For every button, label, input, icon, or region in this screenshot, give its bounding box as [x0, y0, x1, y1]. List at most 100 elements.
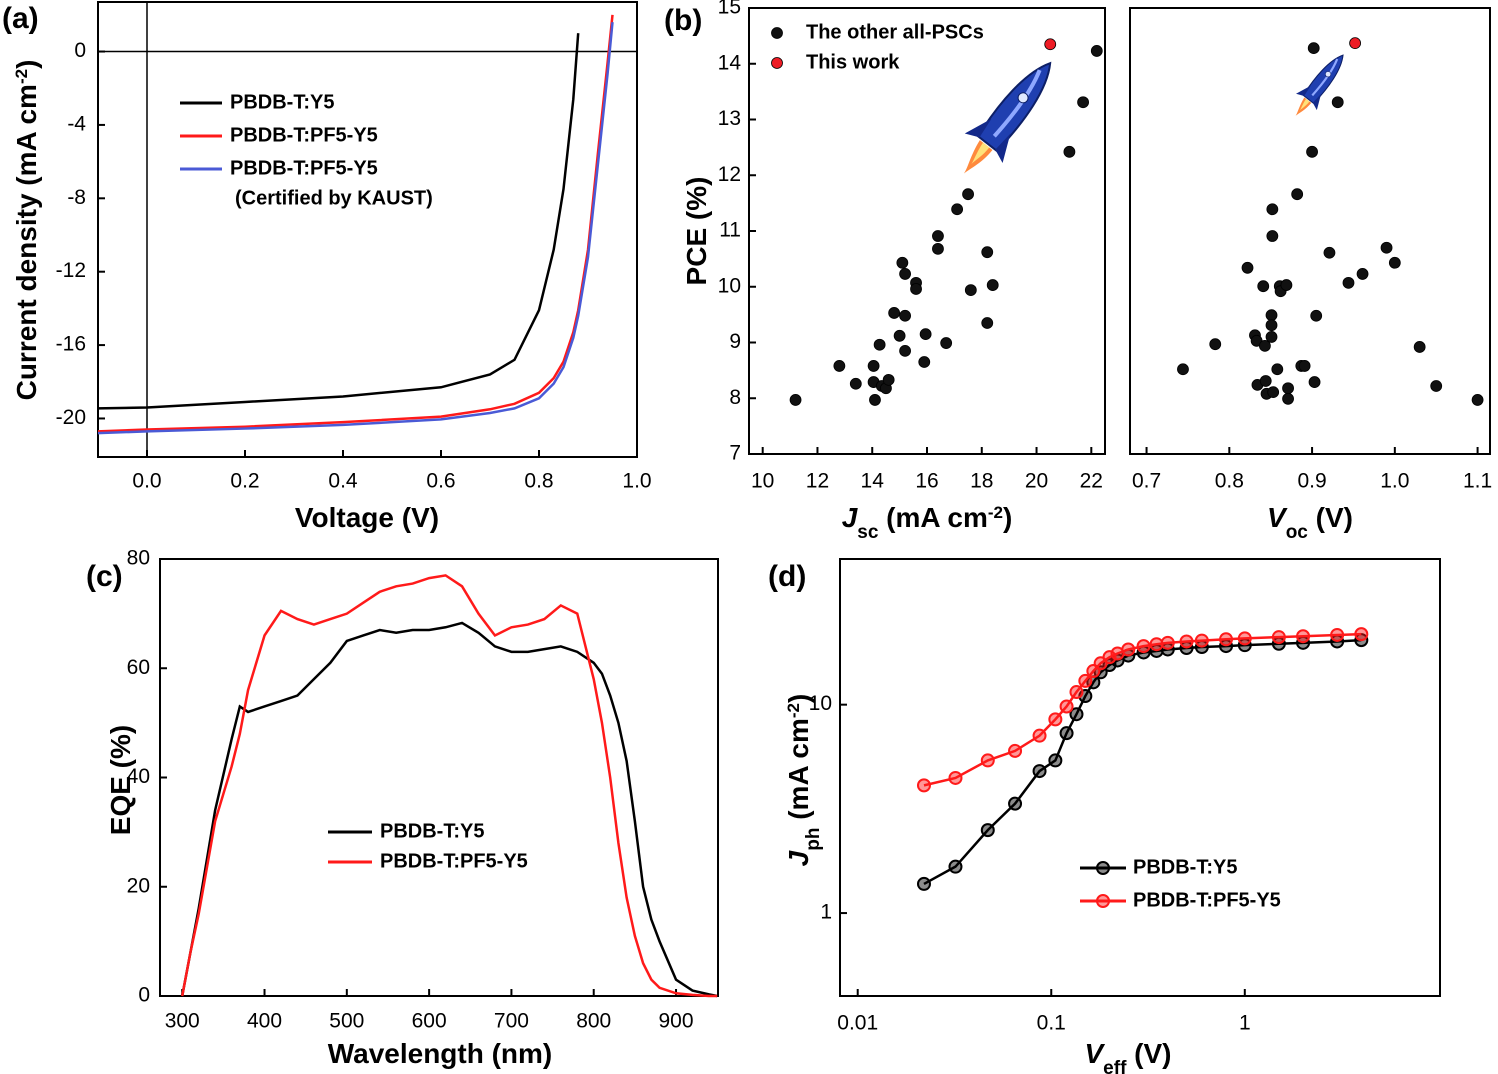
x-tick-label: 20 [1025, 470, 1048, 493]
panel-label: (a) [2, 2, 39, 35]
data-point [1388, 256, 1401, 269]
x-tick-label: 0.7 [1132, 470, 1161, 493]
data-point [1259, 375, 1272, 387]
data-point [1059, 726, 1074, 741]
data-line [180, 621, 718, 998]
y-tick-label: 15 [718, 0, 741, 19]
data-point [980, 823, 995, 838]
data-point [882, 373, 895, 386]
data-point [1032, 728, 1047, 743]
data-point [1354, 627, 1369, 642]
legend-label: PBDB-T:Y5 [380, 820, 484, 842]
x-tick-label: 0.1 [1037, 1012, 1066, 1035]
x-tick-label: 12 [806, 470, 829, 493]
y-tick-label: 7 [729, 442, 741, 465]
data-point [1209, 338, 1222, 351]
axis-label: Voltage (V) [295, 502, 439, 533]
axis-label: PCE (%) [681, 177, 712, 286]
plot-frame [839, 558, 1441, 997]
panel-label: (b) [664, 4, 702, 37]
data-point [932, 230, 944, 242]
axis-label-part: ) [783, 694, 814, 703]
data-point [1069, 685, 1084, 700]
axis-label: Wavelength (nm) [328, 1038, 553, 1069]
axis-label: EQE (%) [105, 725, 136, 835]
y-tick-label: 0 [74, 39, 86, 62]
y-tick-label: -12 [56, 259, 86, 282]
data-point [1090, 45, 1103, 57]
x-tick-label: 1.0 [1380, 470, 1409, 493]
data-point [1331, 96, 1344, 109]
data-point [1077, 96, 1089, 109]
data-point [964, 284, 977, 296]
data-point [1078, 673, 1093, 688]
data-point [1380, 241, 1393, 254]
legend-label: PBDB-T:PF5-Y5 [380, 850, 528, 872]
x-tick-label: 300 [165, 1010, 200, 1033]
y-tick-label: -4 [67, 112, 86, 135]
axis-label-part: (V) [1308, 502, 1353, 533]
data-point [1307, 42, 1320, 55]
y-tick-label: 9 [729, 330, 741, 353]
y-tick-label: 0 [138, 984, 150, 1007]
data-point [962, 188, 974, 201]
data-point [1177, 363, 1189, 376]
data-point [1265, 319, 1278, 332]
y-tick-label: 40 [127, 765, 150, 788]
x-tick-label: 22 [1080, 470, 1103, 493]
data-point [981, 246, 994, 259]
axis-label-part: -2 [784, 703, 803, 718]
rocket-icon [1295, 54, 1344, 116]
data-point [1219, 632, 1234, 647]
x-tick-label: 0.0 [132, 470, 161, 493]
axis-label-part: PCE (%) [681, 177, 712, 286]
data-point [1271, 363, 1284, 376]
axis-label-part: -2 [12, 69, 31, 84]
axis-label: Jsc (mA cm-2) [842, 502, 1013, 543]
axis-label-part: (V) [1126, 1038, 1171, 1069]
axis-label-part: Current density (mA cm [11, 84, 42, 400]
data-point [1280, 279, 1293, 291]
data-point [899, 309, 911, 322]
data-point [1121, 642, 1136, 657]
data-point [1291, 188, 1304, 201]
x-tick-label: 400 [247, 1010, 282, 1033]
data-point [932, 242, 944, 255]
data-point [1063, 145, 1076, 158]
x-tick-label: 10 [751, 470, 774, 493]
axis-label-part: Wavelength (nm) [328, 1038, 553, 1069]
axis-label-part: sc [857, 522, 879, 543]
data-point [916, 778, 931, 793]
y-tick-label: 1 [820, 901, 832, 924]
x-tick-label: 0.6 [426, 470, 455, 493]
data-point [948, 859, 963, 874]
legend-label: PBDB-T:PF5-Y5 [230, 157, 378, 179]
axis-label-part: V [1267, 502, 1288, 533]
data-point [1282, 392, 1294, 405]
data-point [1267, 386, 1280, 399]
data-point [1265, 309, 1278, 322]
axis-label-part: eff [1103, 1058, 1127, 1074]
plot-frame [97, 1, 638, 458]
axis-label: Jph (mA cm-2) [783, 694, 824, 867]
x-tick-label: 0.8 [1215, 470, 1244, 493]
panel-label: (c) [86, 560, 123, 593]
axis-label-part: Voltage (V) [295, 502, 439, 533]
legend-label: This work [806, 51, 900, 73]
x-tick-label: 1.0 [622, 470, 651, 493]
legend-swatch [1096, 894, 1110, 908]
x-tick-label: 900 [659, 1010, 694, 1033]
y-tick-label: 20 [127, 874, 150, 897]
x-tick-label: 0.8 [524, 470, 553, 493]
data-point [951, 203, 964, 216]
data-point [1032, 764, 1047, 779]
y-tick-label: 11 [719, 219, 741, 242]
y-tick-label: 14 [718, 51, 742, 74]
data-point [899, 344, 911, 357]
data-point [1265, 331, 1278, 343]
data-point [948, 770, 963, 785]
data-point [1471, 394, 1484, 406]
y-tick-label: 13 [718, 107, 741, 130]
x-tick-label: 700 [494, 1010, 529, 1033]
